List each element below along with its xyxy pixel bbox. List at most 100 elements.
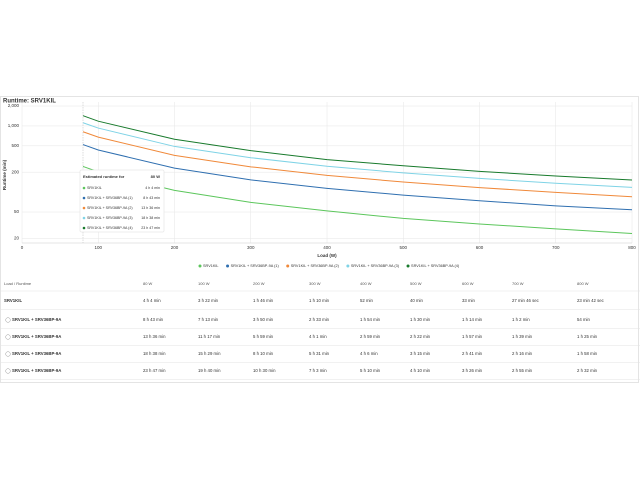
table-header: 700 W — [512, 281, 524, 286]
table-cell: 18 h 38 min — [143, 351, 166, 356]
product-icon — [5, 334, 11, 340]
table-header: 800 W — [577, 281, 589, 286]
table-cell: 2 h 32 min — [577, 368, 598, 373]
table-cell: 1 h 10 min — [309, 298, 330, 303]
table-cell: 27 min 46 sec — [512, 298, 540, 303]
y-tick-label: 20 — [14, 236, 20, 241]
x-tick-label: 0 — [21, 245, 24, 250]
legend-label: SRV1KIL + SRV36BP-9A (2) — [291, 264, 340, 268]
tooltip-value: 8 h 43 min — [143, 196, 160, 200]
chart-title: Runtime: SRV1KIL — [3, 99, 56, 105]
legend-item[interactable]: SRV1KIL + SRV36BP-9A (1) — [226, 264, 279, 268]
table-cell: 1 h 14 min — [462, 317, 483, 322]
legend-swatch — [286, 264, 290, 268]
tooltip-swatch — [82, 226, 86, 230]
series-line — [82, 131, 633, 198]
x-tick-label: 500 — [399, 245, 407, 250]
table-cell: 5 h 31 min — [309, 351, 330, 356]
table-cell: 1 h 39 min — [512, 334, 533, 339]
tooltip-name: SRV1KIL — [87, 186, 102, 190]
series-line — [82, 122, 633, 188]
table-header: 100 W — [198, 281, 210, 286]
product-icon — [5, 351, 11, 357]
table-cell: 1 h 54 min — [360, 317, 381, 322]
table-cell: 2 h 59 min — [360, 334, 381, 339]
table-cell: 3 h 15 min — [410, 351, 431, 356]
table-header: 80 W — [143, 281, 153, 286]
table-cell: 8 h 10 min — [253, 351, 274, 356]
x-axis-label: Load (W) — [317, 253, 337, 258]
x-tick-label: 300 — [247, 245, 255, 250]
table-cell: 19 h 40 min — [198, 368, 221, 373]
table-cell: 5 h 10 min — [360, 368, 381, 373]
y-tick-label: 2,000 — [8, 103, 20, 108]
y-tick-label: 50 — [14, 209, 20, 214]
table-header: 300 W — [309, 281, 321, 286]
tooltip-value: 23 h 47 min — [141, 226, 160, 230]
legend-swatch — [346, 264, 350, 268]
table-cell: 7 h 13 min — [198, 317, 219, 322]
product-icon — [5, 317, 11, 323]
row-label: SRV1KIL + SRV36BP-9A — [12, 317, 61, 322]
table-cell: 4 h 1 min — [309, 334, 327, 339]
table-cell: 2 h 16 min — [512, 351, 533, 356]
series-line — [82, 115, 633, 181]
table-cell: 23 h 47 min — [143, 368, 166, 373]
legend-swatch — [198, 264, 202, 268]
table-cell: 54 min — [577, 317, 591, 322]
tooltip-load: 80 W — [151, 174, 161, 179]
tooltip-swatch — [82, 216, 86, 220]
row-label: SRV1KIL + SRV36BP-9A — [12, 368, 61, 373]
table-cell: 1 h 30 min — [410, 317, 431, 322]
legend-label: SRV1KIL — [203, 264, 219, 268]
tooltip-title: Estimated runtime for — [83, 174, 125, 179]
legend-item[interactable]: SRV1KIL — [198, 264, 219, 268]
table-header: 400 W — [360, 281, 372, 286]
table-cell: 13 h 36 min — [143, 334, 166, 339]
legend-label: SRV1KIL + SRV36BP-9A (4) — [411, 264, 460, 268]
tooltip-swatch — [82, 206, 86, 210]
table-cell: 15 h 29 min — [198, 351, 221, 356]
tooltip-name: SRV1KIL + SRV36BP-9A (2) — [87, 206, 133, 210]
product-icon — [5, 368, 11, 374]
legend-swatch — [406, 264, 410, 268]
table-cell: 40 min — [410, 298, 424, 303]
x-tick-label: 400 — [323, 245, 331, 250]
legend-item[interactable]: SRV1KIL + SRV36BP-9A (3) — [346, 264, 400, 268]
table-cell: 5 h 59 min — [253, 334, 274, 339]
table-cell: 2 h 33 min — [309, 317, 330, 322]
tooltip — [79, 169, 165, 233]
table-cell: 11 h 17 min — [198, 334, 221, 339]
table-cell: 23 min 42 sec — [577, 298, 605, 303]
x-tick-label: 700 — [552, 245, 560, 250]
table-header: 600 W — [462, 281, 474, 286]
legend-label: SRV1KIL + SRV36BP-9A (3) — [351, 264, 400, 268]
table-cell: 1 h 58 min — [577, 351, 598, 356]
tooltip-name: SRV1KIL + SRV36BP-9A (4) — [87, 226, 133, 230]
table-cell: 10 h 30 min — [253, 368, 276, 373]
table-cell: 1 h 25 min — [577, 334, 598, 339]
legend-swatch — [226, 264, 230, 268]
x-tick-label: 100 — [94, 245, 102, 250]
table-cell: 4 h 10 min — [410, 368, 431, 373]
table-cell: 3 h 50 min — [253, 317, 274, 322]
legend-item[interactable]: SRV1KIL + SRV36BP-9A (2) — [286, 264, 340, 268]
legend-item[interactable]: SRV1KIL + SRV36BP-9A (4) — [406, 264, 460, 268]
tooltip-name: SRV1KIL + SRV36BP-9A (1) — [87, 196, 133, 200]
table-cell: 4 h 4 min — [143, 298, 161, 303]
x-tick-label: 600 — [476, 245, 484, 250]
table-cell: 2 h 41 min — [462, 351, 483, 356]
y-tick-label: 1,000 — [8, 123, 20, 128]
table-cell: 1 h 57 min — [462, 334, 483, 339]
x-tick-label: 200 — [171, 245, 179, 250]
table-cell: 1 h 2 min — [512, 317, 530, 322]
table-cell: 7 h 3 min — [309, 368, 327, 373]
row-label: SRV1KIL — [4, 298, 22, 303]
x-tick-label: 800 — [628, 245, 636, 250]
y-axis-label: Runtime (min) — [2, 159, 7, 190]
legend-label: SRV1KIL + SRV36BP-9A (1) — [231, 264, 280, 268]
y-tick-label: 500 — [11, 143, 19, 148]
table-cell: 2 h 55 min — [512, 368, 533, 373]
